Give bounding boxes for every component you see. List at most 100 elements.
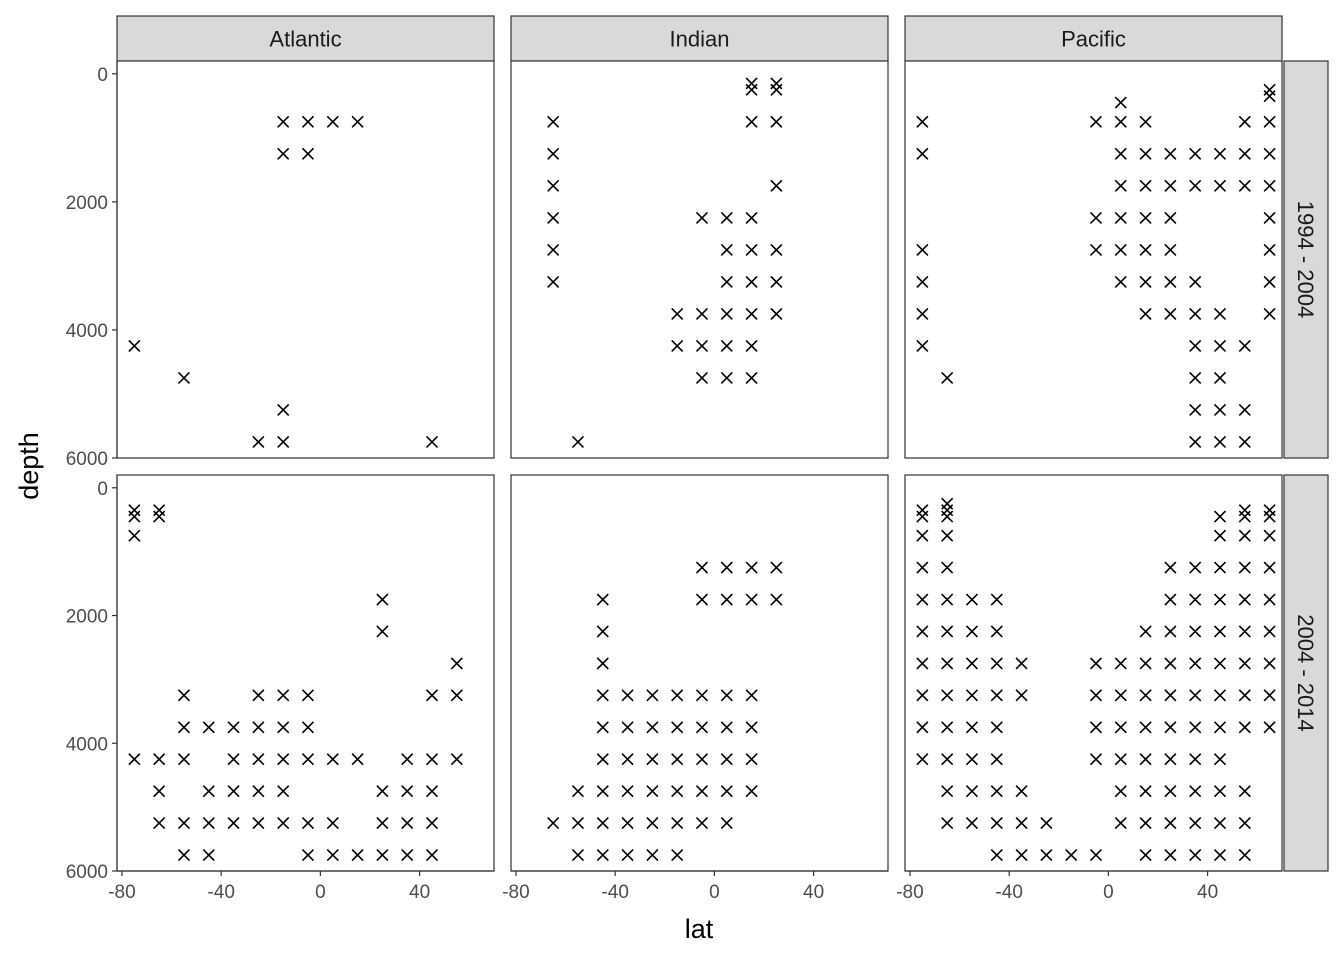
point-marker [571,848,585,862]
point-marker [941,817,954,830]
point-marker [770,561,783,574]
point-marker [1189,785,1202,798]
point-marker [916,721,929,734]
point-marker [720,561,733,574]
point-marker [621,785,634,798]
point-marker [941,561,954,574]
point-marker [376,593,389,606]
point-marker [1238,625,1251,638]
point-marker [252,689,265,702]
y-tick-label: 2000 [66,193,108,214]
point-marker [1114,657,1127,670]
point-marker [916,147,929,160]
point-marker [646,753,659,766]
point-marker [720,721,733,734]
point-marker [671,307,684,320]
point-marker [301,147,315,160]
point-marker [770,275,783,288]
point-marker [1213,657,1227,670]
point-marker [671,689,684,702]
point-marker [1164,625,1177,638]
strip-label: Pacific [1061,27,1126,52]
point-marker [128,529,141,542]
panel-pacific-1994-2004 [904,60,1283,459]
point-marker [1164,593,1177,606]
point-marker [571,817,585,830]
point-marker [277,689,290,702]
point-marker [1139,307,1152,320]
point-marker [1040,817,1053,830]
point-marker [1139,721,1152,734]
point-marker [745,339,758,353]
point-marker [571,435,585,449]
point-marker [1164,848,1177,862]
point-marker [1139,657,1152,670]
panel-indian-2004-2014 [510,474,889,872]
point-marker [252,721,265,734]
point-marker [621,689,634,702]
point-marker [646,785,659,798]
point-marker [1238,115,1251,128]
panel-background [904,60,1283,459]
point-marker [646,848,659,862]
point-marker [671,817,684,830]
point-marker [720,689,733,702]
point-marker [1139,753,1152,766]
point-marker [425,817,439,830]
point-marker [941,785,954,798]
point-marker [916,275,929,288]
point-marker [376,625,389,638]
point-marker [202,721,215,734]
point-marker [720,307,733,320]
panel-background [510,474,889,872]
point-marker [941,657,954,670]
point-marker [745,211,758,224]
point-marker [401,753,414,766]
point-marker [720,211,733,224]
point-marker [326,817,339,830]
point-marker [1139,243,1152,256]
point-marker [941,689,954,702]
point-marker [425,785,439,798]
point-marker [277,753,290,766]
strip-indian: Indian [510,15,889,62]
point-marker [1139,689,1152,702]
panel-indian-1994-2004 [510,60,889,459]
x-axis-pacific: -80 -40 0 40 [896,870,1282,903]
point-marker [1089,243,1103,256]
point-marker [990,625,1003,638]
point-marker [621,848,634,862]
point-marker [596,689,609,702]
x-tick-label: -80 [108,882,135,903]
point-marker [916,307,929,320]
point-marker [547,115,560,128]
point-marker [1213,403,1227,417]
point-marker [745,371,758,385]
point-marker [547,817,560,830]
point-marker [1114,211,1127,224]
point-marker [1213,625,1227,638]
point-marker [1139,115,1152,128]
point-marker [596,848,609,862]
point-marker [1238,817,1251,830]
point-marker [916,510,929,523]
point-marker [301,721,315,734]
point-marker [1263,115,1276,128]
point-marker [401,848,414,862]
point-marker [671,785,684,798]
point-marker [1213,593,1227,606]
point-marker [425,753,439,766]
point-marker [720,371,733,385]
point-marker [770,593,783,606]
point-marker [1263,211,1276,224]
point-marker [1015,785,1028,798]
point-marker [1238,561,1251,574]
point-marker [1114,179,1127,192]
point-marker [1238,529,1251,542]
point-marker [277,817,290,830]
point-marker [1213,753,1227,766]
point-marker [941,593,954,606]
point-marker [990,817,1003,830]
point-marker [671,721,684,734]
point-marker [671,848,684,862]
